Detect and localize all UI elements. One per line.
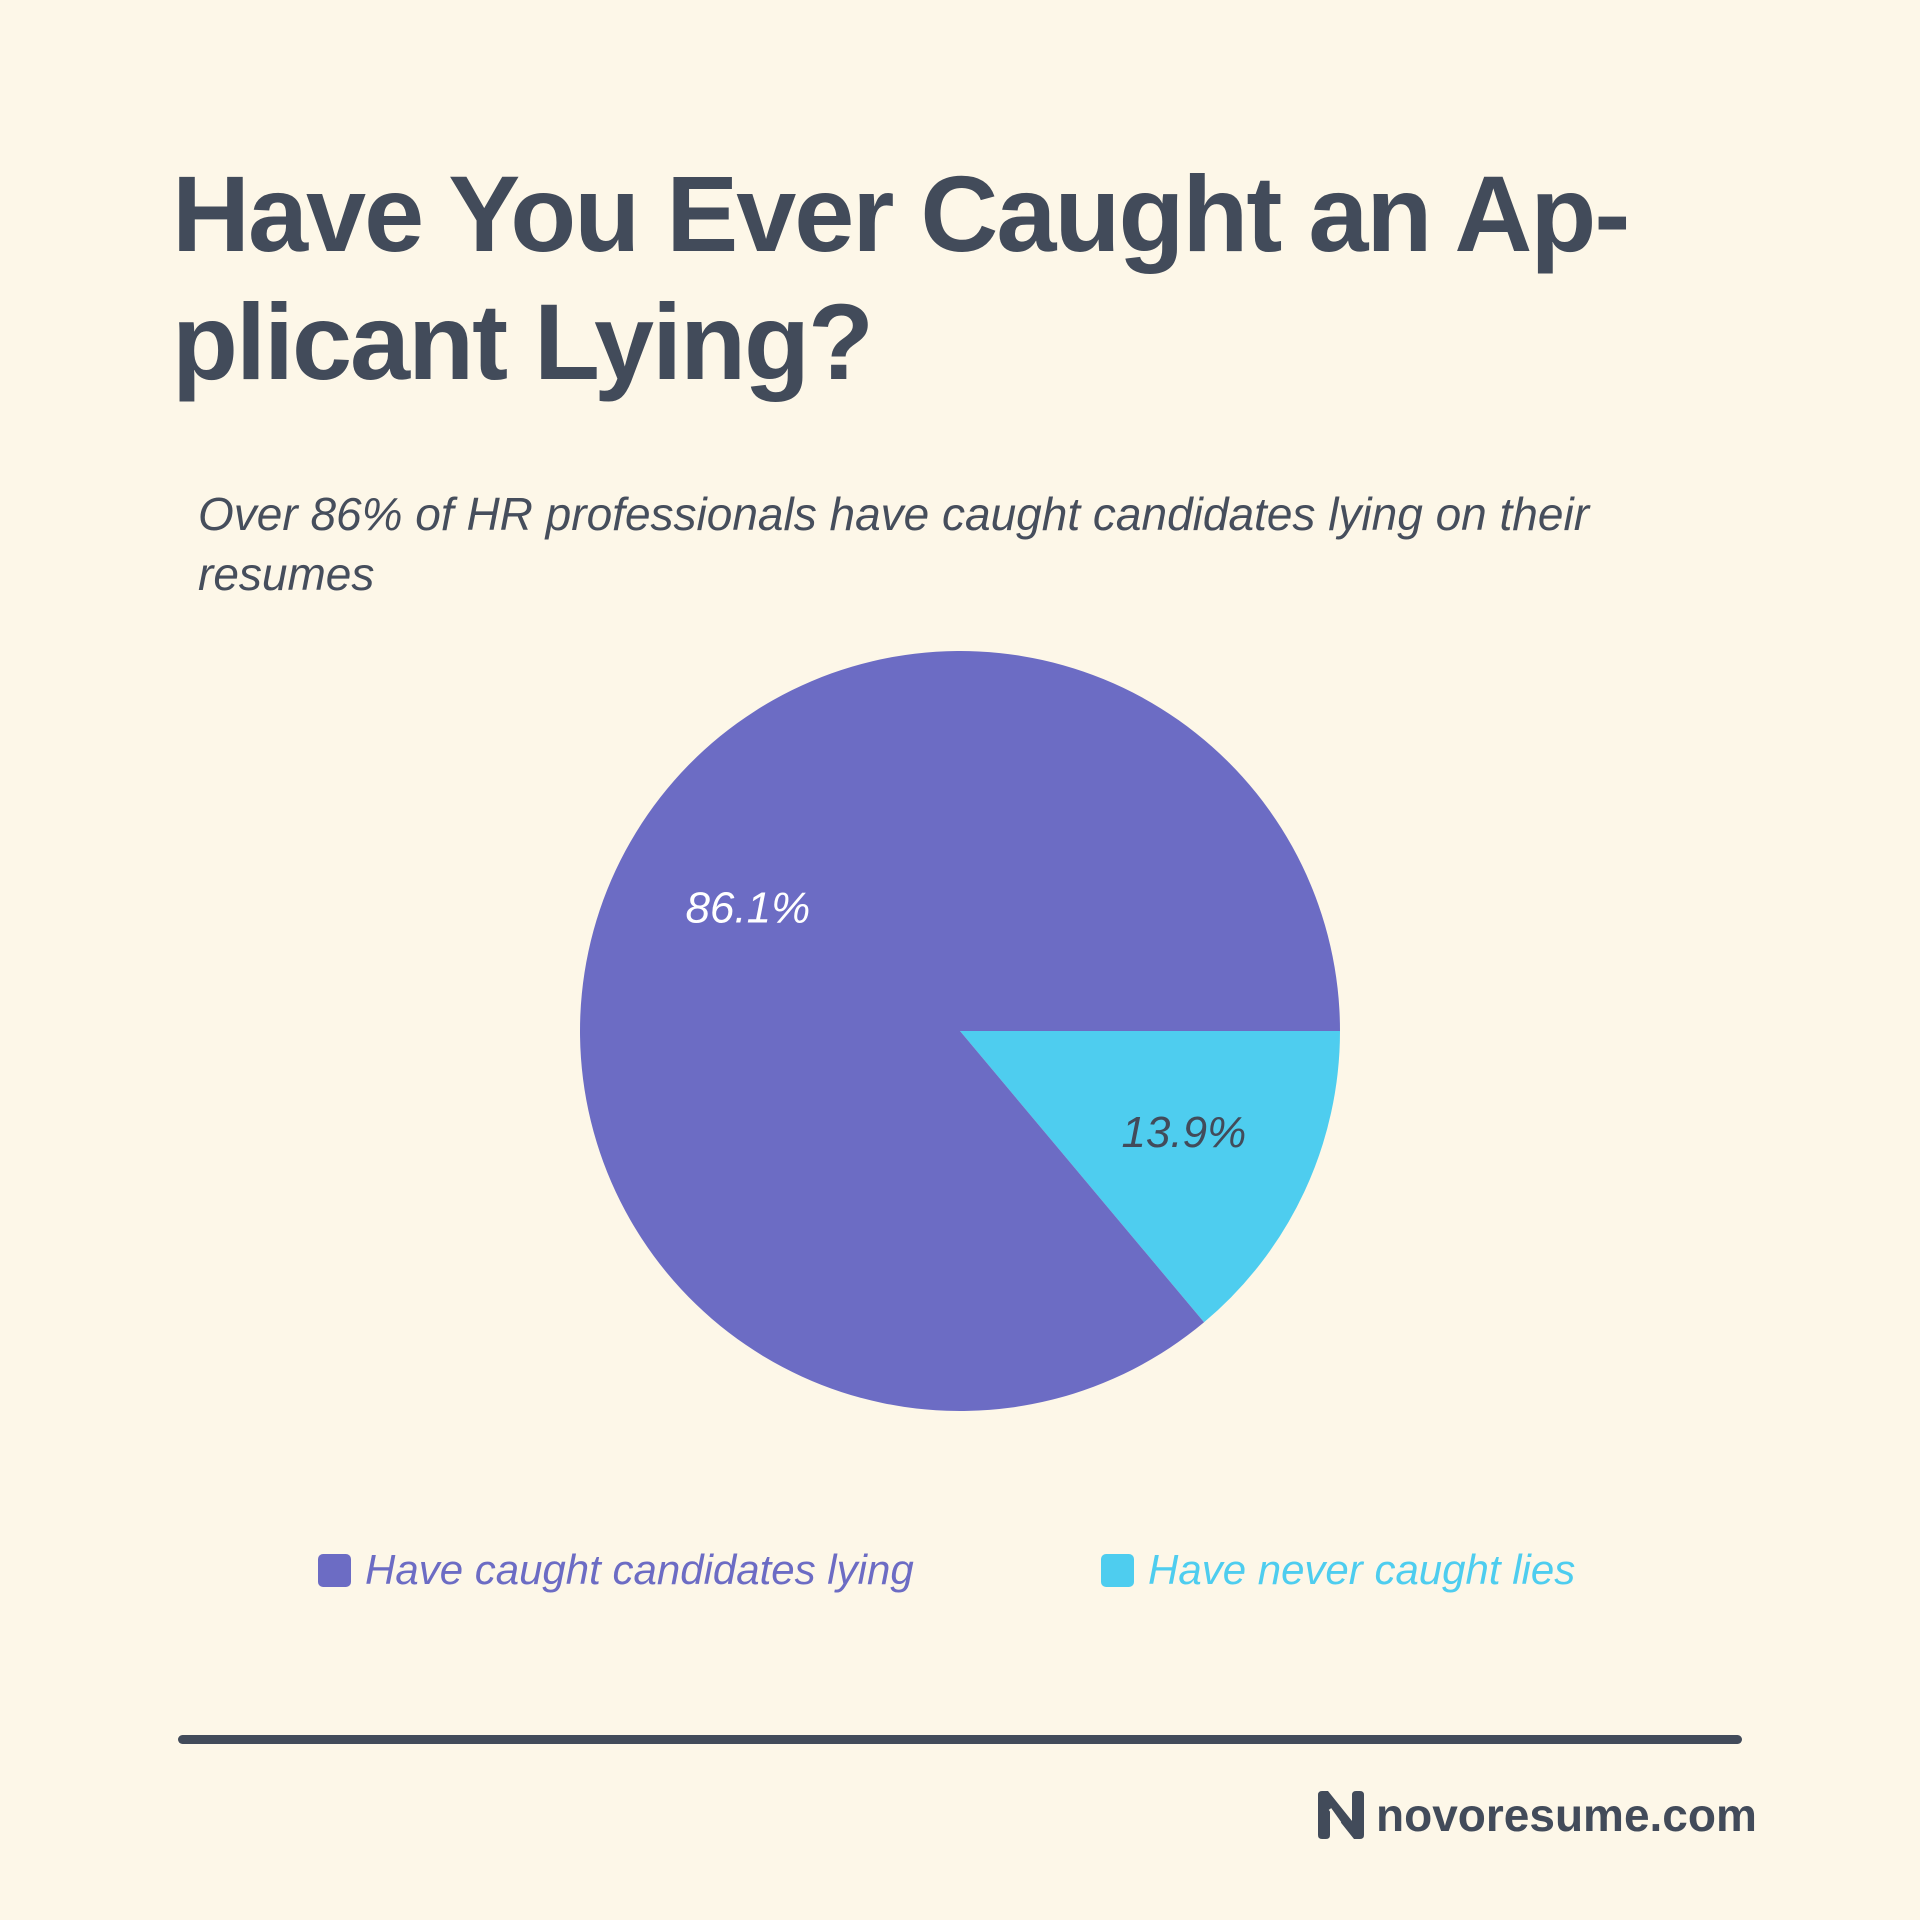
footer-divider <box>178 1735 1742 1744</box>
legend-item-caught: Have caught candidates lying <box>318 1546 914 1594</box>
legend-label-never: Have never caught lies <box>1148 1546 1576 1593</box>
brand-logo: novoresume.com <box>1314 1788 1757 1842</box>
chart-subtitle: Over 86% of HR professionals have caught… <box>198 488 1590 600</box>
legend-label-caught: Have caught candidates lying <box>365 1546 914 1593</box>
title-line-1: Have You Ever Caught an Ap- <box>172 153 1630 274</box>
chart-title: Have You Ever Caught an Ap- plicant Lyin… <box>172 150 1630 406</box>
legend-item-never: Have never caught lies <box>1101 1546 1575 1594</box>
legend-swatch-never <box>1101 1553 1134 1587</box>
novoresume-n-icon <box>1318 1791 1364 1839</box>
title-line-2: plicant Lying? <box>172 281 874 402</box>
data-label-caught: 86.1% <box>685 883 810 932</box>
brand-name: novoresume.com <box>1376 1789 1757 1841</box>
pie-slice-never <box>960 1031 1340 1323</box>
pie-slice-caught <box>579 651 1340 1411</box>
data-label-never: 13.9% <box>1121 1108 1246 1157</box>
legend-swatch-caught <box>318 1553 351 1587</box>
